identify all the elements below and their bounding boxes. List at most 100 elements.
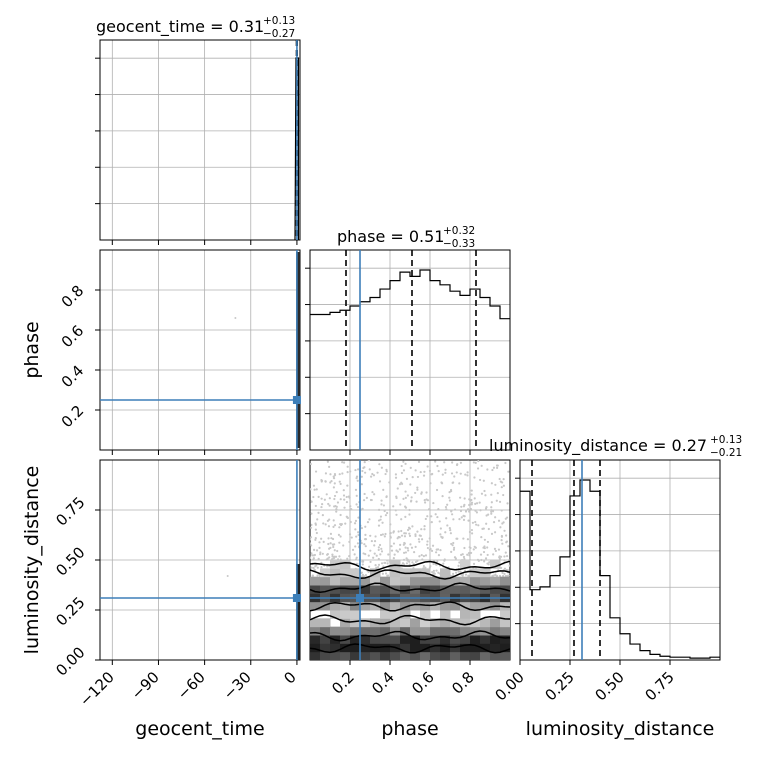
- truth-marker: [356, 594, 364, 602]
- scatter-point: [346, 465, 349, 468]
- density-cell: [440, 643, 451, 653]
- scatter-point: [340, 523, 343, 526]
- contour-line: [310, 643, 510, 654]
- scatter-point: [416, 475, 420, 479]
- density-cell: [410, 651, 421, 660]
- scatter-point: [423, 499, 426, 502]
- scatter-point: [452, 481, 455, 484]
- scatter-point: [378, 543, 382, 547]
- density-cell: [480, 643, 491, 653]
- scatter-point: [485, 522, 488, 525]
- scatter-point: [471, 521, 474, 524]
- scatter-point: [310, 500, 313, 503]
- scatter-point: [475, 523, 478, 526]
- scatter-point: [354, 528, 357, 531]
- scatter-point: [426, 465, 429, 468]
- scatter-point: [407, 549, 410, 552]
- scatter-point: [498, 477, 501, 481]
- scatter-point: [504, 551, 507, 554]
- scatter-point: [394, 476, 398, 479]
- scatter-point: [437, 469, 440, 473]
- scatter-point: [452, 572, 455, 575]
- density-cell: [350, 601, 361, 611]
- scatter-point: [332, 519, 335, 522]
- density-cell: [390, 560, 401, 569]
- scatter-point: [320, 566, 323, 569]
- scatter-point: [386, 562, 389, 565]
- scatter-point: [404, 490, 407, 493]
- scatter-point: [478, 501, 481, 504]
- density-cell: [480, 651, 491, 660]
- scatter-point: [343, 506, 346, 509]
- scatter-point: [451, 544, 454, 547]
- density-cell: [450, 635, 461, 644]
- scatter-point: [338, 541, 341, 544]
- scatter-point: [312, 554, 316, 557]
- density-cell: [410, 601, 421, 611]
- scatter-point: [381, 521, 384, 524]
- scatter-point: [355, 503, 358, 506]
- scatter-point: [408, 513, 411, 516]
- scatter-point: [386, 511, 389, 515]
- density-cell: [470, 643, 481, 653]
- contour-line: [310, 630, 510, 642]
- density-cell: [350, 618, 361, 628]
- scatter-point: [493, 547, 497, 550]
- scatter-point: [505, 554, 509, 558]
- scatter-point: [320, 478, 323, 482]
- scatter-point: [325, 558, 328, 561]
- scatter-point: [364, 574, 368, 577]
- scatter-point: [484, 494, 487, 497]
- scatter-point: [403, 541, 406, 545]
- yticks-phase: 0.2 0.4 0.6 0.8: [58, 282, 88, 432]
- title-geocent-time-minus: −0.27: [263, 28, 295, 40]
- scatter-point: [460, 516, 463, 519]
- density-cell: [420, 601, 431, 611]
- scatter-point: [345, 495, 348, 499]
- density-cell: [380, 626, 391, 636]
- scatter-point: [375, 566, 378, 569]
- scatter-point: [452, 518, 455, 521]
- scatter-point: [356, 505, 360, 509]
- scatter-point: [348, 540, 351, 543]
- scatter-point: [320, 505, 323, 509]
- scatter-point: [398, 548, 401, 551]
- scatter-point: [367, 554, 370, 557]
- scatter-point: [500, 539, 503, 542]
- scatter-point: [409, 483, 412, 486]
- scatter-point: [470, 532, 474, 535]
- scatter-point: [349, 470, 352, 473]
- density-cell: [390, 618, 401, 628]
- scatter-point: [421, 558, 424, 561]
- scatter-point: [444, 471, 447, 474]
- scatter-point: [388, 481, 391, 484]
- title-luminosity-distance-plus: +0.13: [710, 434, 742, 446]
- scatter-point: [314, 522, 317, 525]
- scatter-point: [400, 464, 403, 468]
- scatter-point: [390, 545, 393, 548]
- scatter-point: [356, 542, 360, 545]
- density-cell: [460, 585, 471, 594]
- scatter-point: [458, 561, 461, 564]
- density-cell: [500, 626, 510, 636]
- density-cell: [310, 576, 321, 586]
- scatter-point: [466, 553, 469, 556]
- density-cell: [350, 643, 361, 653]
- scatter-point: [486, 546, 489, 549]
- scatter-point: [470, 503, 473, 506]
- scatter-point: [468, 530, 472, 534]
- scatter-point: [443, 558, 446, 561]
- density-cell: [360, 585, 371, 594]
- panel-2-2: [515, 459, 721, 665]
- scatter-point: [392, 542, 396, 545]
- scatter-point: [431, 544, 435, 547]
- scatter-point: [417, 460, 421, 463]
- scatter-point: [402, 551, 406, 554]
- scatter-point: [380, 466, 383, 469]
- contour-line: [310, 614, 510, 626]
- scatter-point: [400, 534, 404, 537]
- density-cell: [380, 601, 391, 611]
- hist-phase: [310, 269, 510, 320]
- scatter-point: [311, 574, 314, 577]
- scatter-point: [424, 554, 428, 557]
